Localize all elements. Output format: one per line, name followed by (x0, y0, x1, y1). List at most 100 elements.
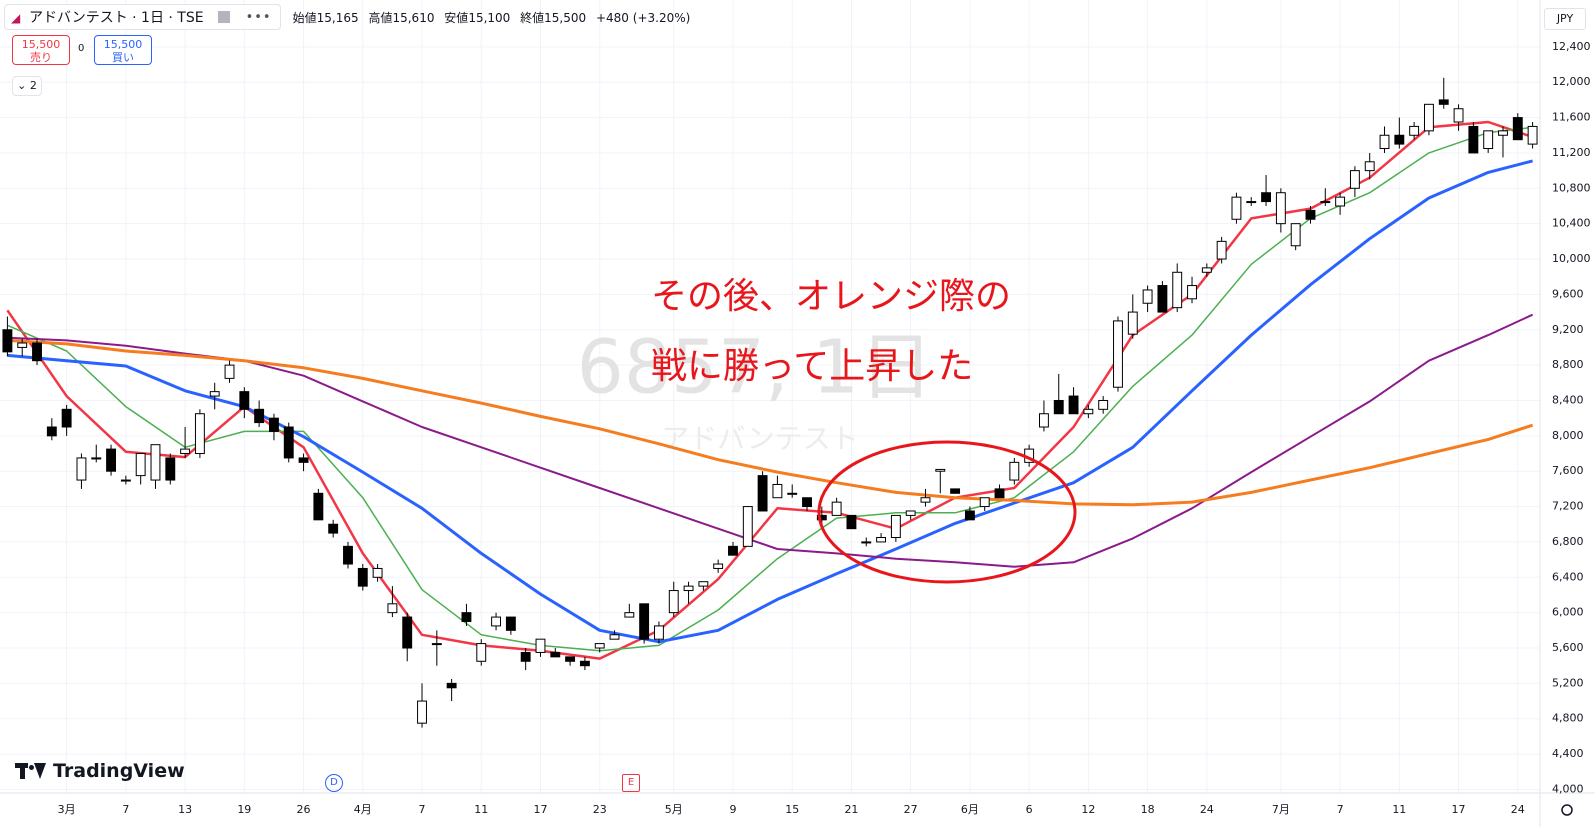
candle-body (654, 625, 664, 640)
y-tick-label: 10,000 (1552, 252, 1591, 265)
y-tick-label: 4,800 (1552, 712, 1584, 725)
logo[interactable]: TradingView (15, 760, 185, 782)
moving-average (7, 338, 1534, 507)
candle-body (180, 448, 191, 455)
candle-body (772, 483, 783, 499)
indicators-toggle[interactable]: ⌄ 2 (12, 76, 42, 96)
ohlc-label: 安値 (444, 10, 469, 25)
currency[interactable]: JPY (1544, 8, 1586, 30)
candle-body (1053, 399, 1064, 415)
candle-body (565, 656, 576, 662)
x-tick-label: 21 (844, 803, 858, 816)
candle-body (239, 391, 250, 410)
x-tick-label: 5月 (665, 803, 683, 816)
earnings-marker[interactable]: E (622, 774, 640, 792)
indicator-count: 2 (29, 79, 37, 92)
candle-body (1335, 196, 1346, 207)
candle-body (964, 510, 975, 521)
candle-body (224, 364, 235, 379)
candle-body (283, 426, 294, 459)
dividend-marker[interactable]: D (325, 774, 343, 792)
candle-body (313, 492, 324, 521)
candle-body (876, 537, 886, 543)
y-tick-label: 10,400 (1552, 217, 1591, 230)
buy-price: 15,500 (103, 38, 143, 51)
candle-body (1098, 399, 1109, 410)
candle-body (1498, 130, 1508, 136)
y-tick-label: 6,800 (1552, 535, 1584, 548)
y-tick-label: 6,000 (1552, 606, 1584, 619)
candle-body (1246, 201, 1257, 204)
candle-body (431, 643, 442, 646)
ohlc-value: 15,100 (468, 10, 511, 25)
plot (2, 77, 1538, 728)
x-tick-label: 19 (237, 803, 251, 816)
axes: 4,000 4,400 4,800 5,200 5,600 6,000 6,400 6,800… (58, 40, 1591, 816)
symbol-box[interactable]: ◢ アドバンテスト · 1日 · TSE ••• (4, 4, 281, 30)
candle-body (890, 514, 901, 539)
x-tick-label: 3月 (58, 803, 76, 816)
candle-body (387, 603, 398, 614)
candle-body (165, 457, 176, 481)
change: +480 (+3.20%) (595, 10, 691, 25)
buy-label: 買い (112, 51, 134, 64)
candle-body (698, 581, 709, 587)
annotation-text: その後、オレンジ際の (651, 276, 1011, 317)
buy-button[interactable]: 15,500 買い (94, 35, 152, 65)
y-tick-label: 9,600 (1552, 287, 1584, 300)
symbol-icon: ◢ (11, 11, 21, 25)
x-tick-label: 7 (1337, 803, 1344, 816)
candle-body (1438, 99, 1449, 105)
y-tick-label: 5,600 (1552, 641, 1584, 654)
ohlc-value: 15,500 (544, 10, 587, 25)
candle-body (372, 567, 383, 578)
y-tick-label: 6,400 (1552, 570, 1584, 583)
sell-label: 売り (30, 51, 52, 64)
header: ◢ アドバンテスト · 1日 · TSE ••• 始値15,165 高値15,6… (0, 4, 696, 30)
candle-body (594, 643, 605, 649)
settings-icon[interactable] (1561, 804, 1573, 816)
candle-body (505, 616, 516, 631)
candle-body (579, 660, 590, 667)
candle-body (298, 457, 309, 463)
symbol-title[interactable]: アドバンテスト · 1日 · TSE (29, 10, 204, 26)
candle-body (2, 329, 13, 353)
candle-body (1113, 320, 1123, 388)
x-tick-label: 17 (533, 803, 547, 816)
candle-body (728, 545, 738, 556)
more-icon[interactable]: ••• (245, 9, 272, 25)
logo-mark (15, 763, 47, 779)
settings-gear[interactable] (1561, 804, 1573, 816)
sell-button[interactable]: 15,500 売り (12, 35, 70, 65)
candle-body (1142, 289, 1153, 304)
candle-body (624, 612, 635, 618)
candle-body (1379, 134, 1390, 150)
candle-body (1216, 240, 1227, 260)
x-tick-label: 11 (474, 803, 488, 816)
y-tick-label: 4,400 (1552, 747, 1584, 760)
candle-body (1261, 192, 1271, 203)
y-tick-label: 7,600 (1552, 464, 1584, 477)
watermark-symbol: 6857, 1日 (577, 325, 933, 411)
candle-body (91, 457, 102, 460)
y-tick-label: 9,200 (1552, 323, 1584, 336)
candle-body (1527, 125, 1538, 145)
y-tick-label: 7,200 (1552, 500, 1584, 513)
candle-body (713, 563, 724, 569)
candle-body (1009, 461, 1020, 481)
candle-body (609, 634, 620, 640)
sell-price: 15,500 (21, 38, 61, 51)
candle-body (668, 590, 679, 614)
x-tick-label: 12 (1081, 803, 1095, 816)
candle-body (1187, 285, 1197, 300)
y-tick-label: 10,800 (1552, 181, 1591, 194)
candle-body (1483, 130, 1494, 150)
candle-body (1290, 223, 1301, 247)
candle-body (1364, 161, 1375, 172)
y-tick-label: 12,400 (1552, 40, 1591, 53)
y-tick-label: 11,600 (1552, 111, 1591, 124)
candle-body (402, 616, 413, 649)
flag-icon[interactable] (217, 11, 230, 23)
